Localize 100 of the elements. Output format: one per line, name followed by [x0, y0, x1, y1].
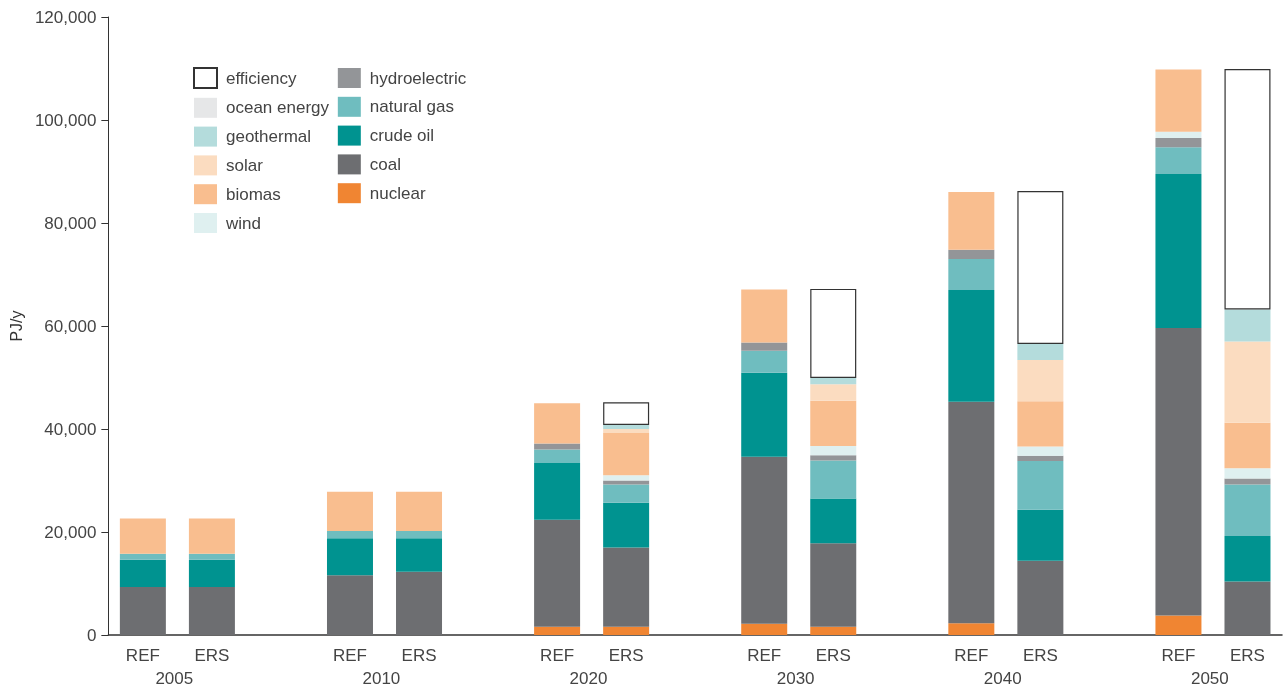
bar — [741, 350, 788, 373]
bar — [603, 475, 650, 481]
bar — [810, 288, 857, 379]
bar — [603, 480, 650, 485]
bar — [1017, 401, 1064, 447]
bar — [534, 626, 581, 635]
bar — [810, 400, 857, 446]
bar — [603, 429, 650, 434]
legend-label: biomas — [226, 184, 281, 204]
text: 2010 — [362, 669, 401, 688]
legend-label: hydroelectric — [369, 68, 467, 88]
bar — [1155, 615, 1202, 635]
bar — [326, 530, 373, 539]
bar — [1224, 309, 1271, 342]
y-tick-label: 40,000 — [44, 419, 97, 439]
bar — [1224, 468, 1271, 479]
bar — [188, 518, 235, 554]
bar — [810, 384, 857, 401]
bar — [119, 559, 166, 588]
legend-label: nuclear — [369, 183, 426, 203]
bar — [948, 249, 995, 260]
y-tick-label: 20,000 — [44, 522, 97, 542]
x-tick-label: REF — [125, 646, 160, 665]
bar — [1017, 446, 1064, 456]
bar — [1224, 536, 1271, 582]
bar — [534, 519, 581, 627]
bar — [1155, 138, 1202, 148]
bar — [810, 498, 857, 544]
bar — [1155, 69, 1202, 132]
bar — [119, 518, 166, 554]
bar — [534, 462, 581, 520]
bar — [1155, 328, 1202, 616]
bar — [741, 289, 788, 343]
bar — [396, 538, 443, 572]
bar — [1224, 478, 1271, 485]
bar — [396, 571, 443, 635]
x-tick-label: REF — [954, 646, 989, 665]
y-tick-label: 60,000 — [44, 316, 97, 336]
text: 2050 — [1190, 669, 1229, 688]
x-tick-label: REF — [332, 646, 367, 665]
legend-label: natural gas — [369, 97, 454, 117]
bar — [1224, 422, 1271, 469]
bar — [326, 491, 373, 531]
bar — [741, 623, 788, 635]
bar — [603, 626, 650, 635]
bar — [396, 530, 443, 539]
bar — [1224, 341, 1271, 423]
x-tick-label: ERS — [1022, 646, 1058, 665]
bar — [534, 443, 581, 450]
bar — [810, 460, 857, 499]
bar — [1017, 509, 1064, 561]
bar — [948, 289, 995, 402]
x-tick-label: ERS — [401, 646, 437, 665]
legend-label: crude oil — [369, 126, 435, 146]
bar — [741, 456, 788, 624]
x-tick-label: ERS — [608, 646, 644, 665]
legend-label: ocean energy — [226, 98, 330, 118]
bar — [603, 424, 650, 429]
y-tick-label: 80,000 — [44, 213, 97, 233]
text: 2040 — [983, 669, 1022, 688]
legend-label: geothermal — [226, 127, 312, 147]
text: 2030 — [776, 669, 815, 688]
bar — [948, 259, 995, 290]
bar — [810, 626, 857, 635]
bar — [1017, 344, 1064, 360]
bar — [326, 575, 373, 635]
bar — [810, 446, 857, 456]
y-tick-label: 0 — [86, 625, 97, 645]
bar — [603, 502, 650, 548]
bar — [603, 433, 650, 476]
bar — [534, 449, 581, 463]
bar — [1155, 174, 1202, 329]
bar — [603, 402, 650, 425]
bar — [1155, 131, 1202, 139]
bar — [810, 378, 857, 385]
x-tick-label: REF — [1161, 646, 1196, 665]
bar — [1224, 69, 1271, 310]
bar — [948, 623, 995, 635]
bar — [741, 342, 788, 351]
bar — [1017, 359, 1064, 402]
bar — [1017, 460, 1064, 510]
bar — [1224, 484, 1271, 537]
bar — [1017, 191, 1064, 345]
y-tick-label: 120,000 — [34, 7, 97, 27]
legend-label: efficiency — [226, 68, 298, 88]
x-tick-label: ERS — [815, 646, 851, 665]
bar — [326, 538, 373, 576]
text: 2005 — [155, 669, 194, 688]
bar — [1017, 560, 1064, 635]
y-axis-title: PJ/y — [7, 310, 25, 342]
x-tick-label: REF — [747, 646, 782, 665]
x-tick-label: ERS — [1230, 646, 1265, 665]
bar — [1155, 147, 1202, 175]
bar — [188, 553, 235, 560]
y-tick-label: 100,000 — [34, 110, 97, 130]
text: 2020 — [569, 669, 608, 688]
bar — [810, 455, 857, 461]
bar — [810, 543, 857, 627]
legend-label: wind — [225, 213, 261, 233]
bar — [119, 587, 166, 635]
